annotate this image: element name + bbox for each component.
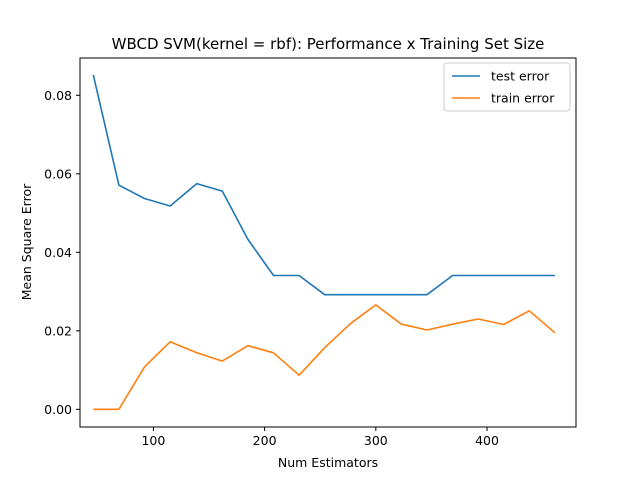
legend-label: test error [491,69,550,84]
x-axis-label: Num Estimators [278,455,378,470]
chart-title: WBCD SVM(kernel = rbf): Performance x Tr… [112,35,545,53]
y-axis: 0.00 0.02 0.04 0.06 0.08 [44,88,80,417]
x-tick-label: 200 [253,433,277,448]
series-line-train-error [93,304,556,411]
y-tick-label: 0.02 [44,323,72,338]
series-lines [92,74,556,411]
y-tick-label: 0.08 [44,88,72,103]
y-tick-label: 0.04 [44,245,72,260]
x-tick-label: 100 [141,433,165,448]
plot-area-frame [79,57,577,428]
series-line-test-error [92,74,555,296]
y-tick-label: 0.00 [44,402,72,417]
x-tick-label: 300 [364,433,388,448]
y-tick-label: 0.06 [44,166,72,181]
x-axis: 100 200 300 400 [141,427,499,448]
legend: test error train error [443,62,571,112]
y-axis-label: Mean Square Error [19,183,34,300]
legend-label: train error [491,91,555,106]
legend-box [443,62,571,112]
x-tick-label: 400 [475,433,499,448]
